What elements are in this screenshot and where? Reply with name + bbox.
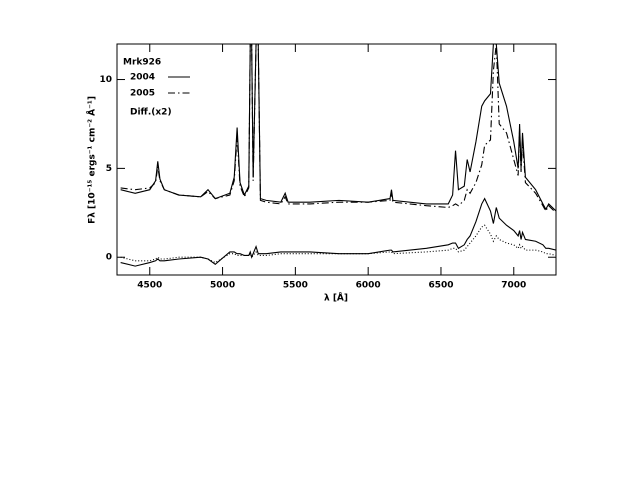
x-tick-label: 4500 [137,281,162,291]
x-tick-label: 5000 [210,281,235,291]
series-line [120,197,556,267]
legend-label: 2005 [130,89,155,99]
x-tick-label: 7000 [501,281,526,291]
x-tick-label: 6000 [356,281,381,291]
legend-label: Diff.(x2) [130,108,172,118]
legend-title: Mrk926 [123,58,161,68]
y-tick-label: 5 [106,164,112,174]
plot-lines [120,44,556,267]
x-tick-label: 6500 [428,281,453,291]
legend-label: 2004 [130,73,155,83]
x-axis-label: λ [Å] [324,293,348,304]
series-line [120,44,556,214]
plot-frame [116,43,557,276]
y-axis-label: Fλ [10⁻¹⁵ ergs⁻¹ cm⁻² Å⁻¹] [87,96,98,224]
series-line [120,44,556,212]
y-tick-label: 10 [99,75,112,85]
x-tick-label: 5500 [283,281,308,291]
series-line [120,224,556,264]
y-tick-label: 0 [106,253,112,263]
